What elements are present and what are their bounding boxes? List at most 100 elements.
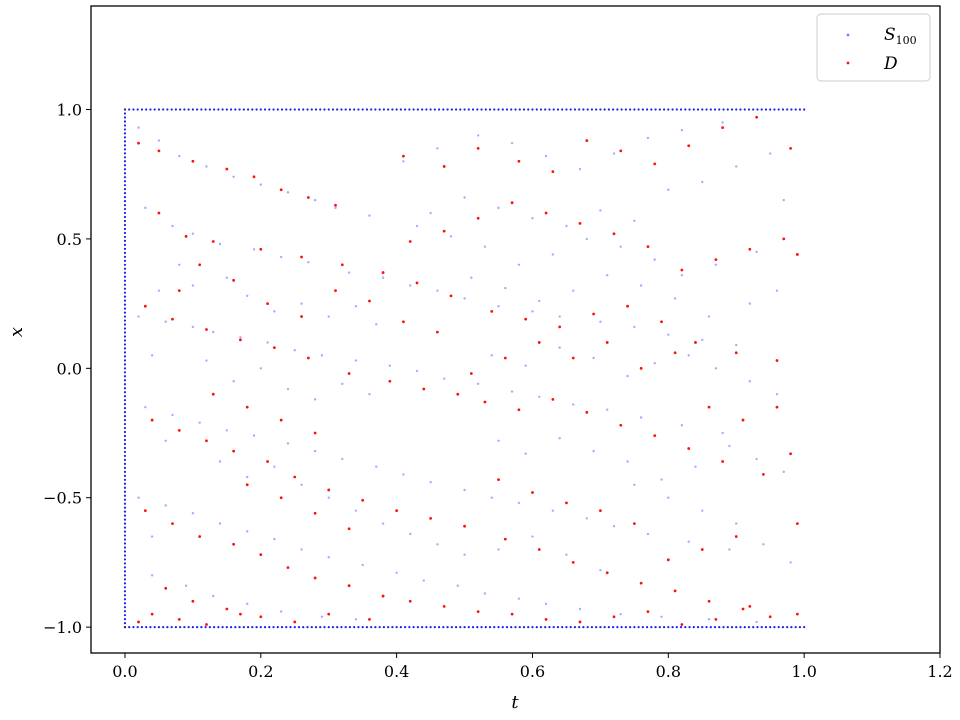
s100-boundary-point [569,626,572,629]
d-point [551,397,555,401]
s100-boundary-point [463,108,466,111]
s100-boundary-point [306,108,309,111]
s100-boundary-point [123,223,127,227]
s100-point [476,382,480,386]
s100-boundary-point [123,347,127,350]
d-point [225,607,229,611]
s100-boundary-point [234,626,237,629]
s100-boundary-point [268,108,271,111]
legend-d-label: D [883,54,898,74]
s100-boundary-point [484,108,487,111]
d-point [497,478,500,482]
s100-boundary-point [514,108,517,111]
s100-boundary-point [123,411,127,414]
d-point [775,405,779,409]
s100-boundary-point [123,387,127,390]
y-axis-ticks: −1.0 −0.5 0.0 0.5 1.0 [43,101,91,637]
s100-boundary-point [399,108,402,111]
s100-point [463,488,466,492]
y-tick-label: 0.0 [57,359,82,378]
s100-boundary-point [123,530,127,533]
s100-boundary-point [667,626,670,629]
s100-point [524,364,527,367]
s100-boundary-point [123,323,127,326]
s100-boundary-point [123,462,127,465]
d-point [748,247,752,251]
s100-point [341,382,344,386]
s100-boundary-point [378,626,381,629]
s100-point [653,258,656,261]
s100-boundary-point [196,626,199,629]
d-point [639,366,643,370]
s100-boundary-point [679,626,683,629]
s100-point [578,607,582,611]
d-point [714,258,718,262]
s100-boundary-point [586,626,589,629]
s100-boundary-point [123,542,127,545]
s100-boundary-point [123,203,127,207]
s100-point [368,214,371,217]
s100-boundary-point [123,383,127,386]
d-point [510,201,514,205]
s100-boundary-point [217,626,220,629]
s100-boundary-point [370,108,373,111]
s100-boundary-point [378,108,381,111]
s100-boundary-point [370,626,373,629]
s100-point [531,310,534,313]
s100-boundary-point [123,259,127,262]
s100-boundary-point [272,626,275,629]
d-point [632,522,636,525]
s100-boundary-point [276,626,279,629]
s100-boundary-point [132,626,135,629]
s100-boundary-point [123,307,127,310]
s100-boundary-point [123,582,127,585]
s100-boundary-point [433,108,436,111]
s100-point [205,359,208,362]
s100-point [748,380,752,383]
s100-boundary-point [713,626,717,629]
s100-boundary-point [650,626,653,629]
s100-point [327,496,330,499]
s100-boundary-point [730,108,734,111]
d-point [164,586,168,590]
d-point [531,491,534,494]
s100-boundary-point [123,522,127,525]
s100-boundary-point [123,375,127,378]
s100-point [327,556,330,559]
d-point [381,594,385,598]
s100-point [701,180,704,184]
s100-point [150,535,154,538]
s100-boundary-point [493,108,496,111]
s100-boundary-point [123,407,127,410]
s100-boundary-point [522,108,526,111]
s100-point [531,217,534,220]
s100-boundary-point [399,626,402,629]
d-point [605,571,609,575]
s100-boundary-point [437,108,441,111]
d-point [279,496,283,500]
d-point [741,607,745,611]
s100-point [178,263,181,266]
s100-point [592,449,595,453]
s100-boundary-point [442,626,445,629]
s100-point [769,152,772,155]
d-point [490,309,494,313]
x-tick-label: 0.4 [384,662,409,681]
d-point [137,141,140,145]
s100-boundary-point [123,279,127,282]
s100-boundary-point [200,626,203,629]
s100-boundary-point [191,626,194,629]
d-point [422,387,426,391]
d-point [456,392,460,396]
s100-point [735,522,738,525]
s100-boundary-point [123,295,127,298]
s100-boundary-point [760,108,763,111]
s100-boundary-point [607,626,610,629]
s100-point [279,255,283,259]
s100-boundary-point [675,626,678,629]
s100-point [612,152,616,155]
s100-point [551,509,555,512]
s100-boundary-point [166,108,169,111]
s100-boundary-point [527,626,530,629]
s100-point [463,196,466,199]
